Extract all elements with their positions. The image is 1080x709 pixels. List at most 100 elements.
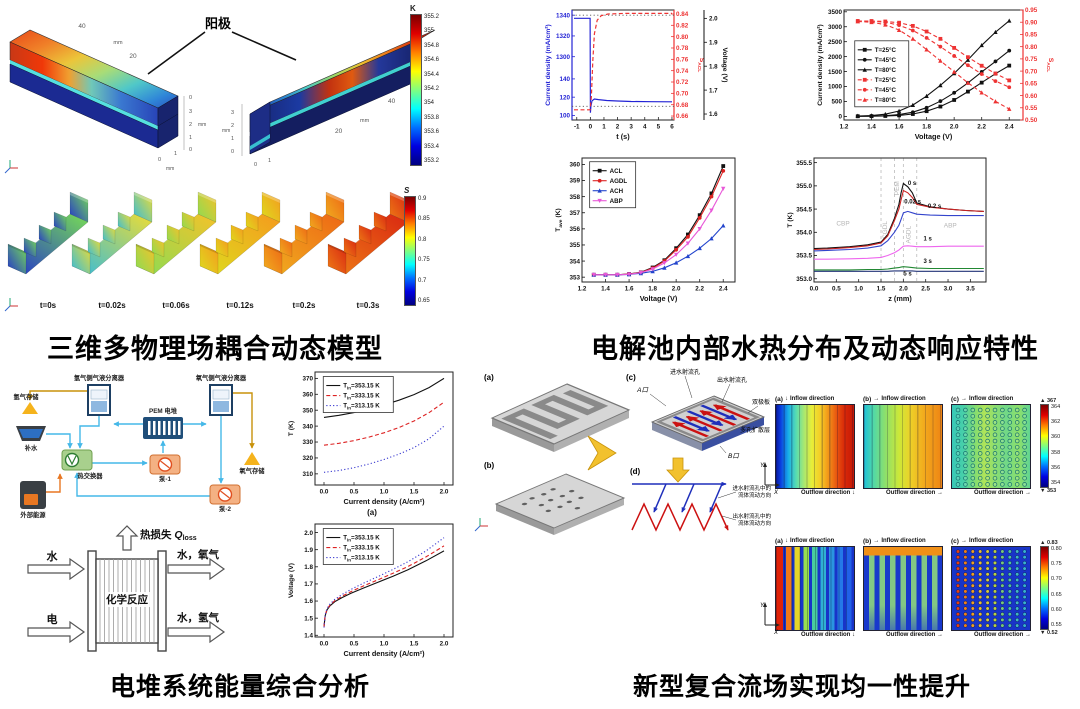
annotation: 0.2 s: [928, 204, 942, 210]
colorbar-title: K: [410, 4, 416, 13]
electricity-in-label: 电: [47, 612, 58, 626]
y-tick-label: 370: [302, 376, 313, 383]
jet-hole-dot: [985, 420, 990, 425]
anode-callout-line: [147, 31, 206, 75]
colorbar-gradient: [1040, 546, 1049, 630]
makeup-water-label: 补水: [24, 443, 38, 452]
jet-hole-dot: [970, 612, 975, 617]
marker: [709, 194, 714, 199]
marker: [869, 113, 874, 118]
outflow-label: Outflow direction: [800, 490, 851, 496]
y2-tick-label: 0.80: [676, 34, 689, 41]
unit-label: mm: [113, 40, 123, 46]
saturation-heatmap: [951, 546, 1031, 631]
energy-line: [46, 473, 63, 493]
jet-hole-dot: [970, 572, 975, 577]
jet-hole-dot: [985, 612, 990, 617]
y-tick-label: 0: [838, 114, 842, 121]
y2-tick-label: 0.82: [676, 23, 689, 30]
jet-hole-dot: [1007, 572, 1012, 577]
outlet-flow-label2: 流体流动方向: [738, 519, 771, 527]
separator-left-label: 氢气侧气液分离器: [74, 373, 125, 382]
y-tick-label: 1300: [556, 54, 571, 61]
jet-hole-dot: [1022, 577, 1027, 583]
colorbar-tick: 0.80: [1051, 546, 1062, 552]
marker: [709, 191, 714, 196]
jet-hole-dot: [985, 606, 990, 611]
marker: [721, 168, 726, 173]
jet-hole-dot: [970, 451, 976, 456]
colorbar-tick: 0.60: [1051, 606, 1062, 613]
outflow-label: Outflow direction: [885, 632, 936, 638]
jet-hole-dot: [1007, 457, 1013, 462]
separator-right-label: 氧气侧气液分离器: [196, 373, 247, 382]
y-tick-label: 353: [569, 274, 580, 281]
marker: [966, 55, 970, 60]
jet-hole-dot: [1000, 566, 1005, 571]
colorbar-ticks: 364 362 360 358 356 354: [1049, 404, 1060, 486]
x-axis-letter: X: [773, 630, 779, 635]
series-line: [857, 20, 1010, 81]
marker: [591, 272, 596, 278]
ruler-tick: 1: [189, 135, 192, 141]
jet-hole-dot: [1000, 612, 1005, 617]
jet-hole-dot: [1000, 600, 1005, 605]
jet-hole-dot: [963, 432, 968, 438]
marker: [673, 252, 679, 257]
plot-frame: [581, 157, 736, 283]
energy-balance-diagram: 化学反应 热损失 Qloss 水 电 水，氧气 水，氢气: [27, 525, 226, 652]
marker: [883, 22, 888, 27]
inflow-label: Inflow direction: [968, 396, 1014, 402]
x-tick-label: 1.2: [578, 286, 587, 293]
jet-hole-dot: [1014, 475, 1020, 481]
jet-hole-dot: [985, 623, 990, 628]
jet-hole-dot: [978, 555, 983, 560]
outflow-arrow-icon: →: [937, 490, 943, 496]
marker: [910, 23, 915, 28]
hydrogen-out-label: 水，氢气: [176, 611, 219, 624]
marker: [883, 20, 888, 25]
jet-hole-dot: [977, 444, 983, 450]
channel-snapshot: [7, 191, 89, 275]
jet-hole-dot: [955, 623, 961, 628]
jet-hole-dot: [1000, 463, 1005, 469]
panel-letter: (b): [863, 537, 872, 545]
y-tick-label: 120: [559, 94, 570, 101]
oxygen-out-label: 水，氧气: [176, 548, 219, 561]
jet-hole-dot: [1000, 426, 1005, 431]
chart-caption: (a): [367, 508, 377, 517]
jet-hole-dot: [978, 617, 983, 622]
jet-hole-dot: [1007, 444, 1013, 450]
marker: [897, 23, 901, 28]
series-line: [323, 545, 445, 627]
jet-hole-dot: [1014, 469, 1020, 475]
jet-hole-dot: [1022, 407, 1027, 413]
time-label: t=0.02s: [98, 301, 126, 310]
marker: [685, 241, 691, 246]
jet-hole-dot: [955, 612, 961, 617]
marker: [626, 272, 632, 277]
marker: [924, 109, 929, 114]
ruler-tick: 1: [174, 151, 177, 157]
inflow-label: Inflow direction: [789, 396, 835, 402]
jet-hole-dot: [992, 589, 998, 594]
render-right: 3 2 1 0 mm 0 1 20 mm 40: [222, 29, 436, 168]
jet-hole-dot: [977, 451, 983, 456]
region-label: PEM: [894, 181, 901, 195]
jet-hole-dot: [1014, 407, 1020, 413]
jet-hole-dot: [1022, 451, 1027, 456]
jet-hole-dot: [985, 444, 990, 450]
jet-hole-dot: [1022, 413, 1027, 419]
pump2-label: 泵-2: [219, 504, 231, 513]
x-tick-label: 1.5: [410, 489, 419, 496]
jet-hole-dot: [1022, 555, 1027, 560]
y-tick-label: 1.7: [304, 581, 313, 588]
jet-hole-dot: [963, 566, 968, 571]
temperature-heatmap: [863, 404, 943, 489]
outlet-jet-arrows: [671, 404, 751, 438]
jet-hole-dot: [992, 560, 998, 565]
jet-hole-dot: [1022, 420, 1027, 425]
marker: [924, 47, 929, 52]
jet-hole-dot: [992, 623, 998, 628]
marker: [674, 247, 679, 252]
